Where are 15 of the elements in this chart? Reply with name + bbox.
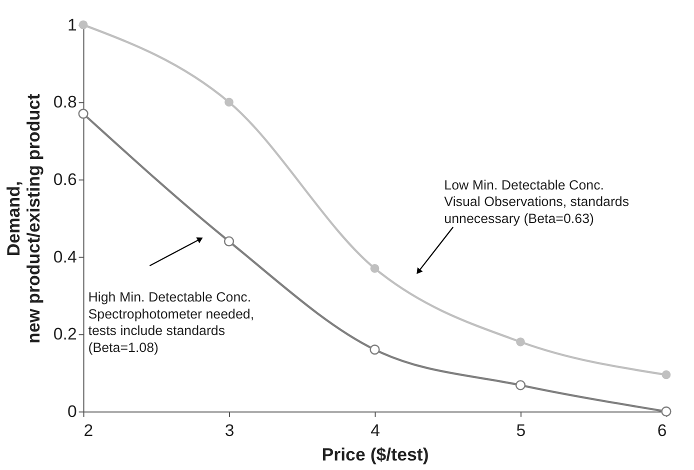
- x-tick-label: 3: [224, 420, 234, 440]
- x-tick-label: 2: [84, 420, 94, 440]
- y-tick-label: 0.4: [53, 247, 77, 266]
- annotation: High Min. Detectable Conc. Spectrophotometer needed, tests include standards (Beta=1.08): [88, 289, 254, 355]
- y-tick-label: 0.6: [53, 170, 77, 189]
- y-axis-title: Demand, new product/existing product: [4, 94, 44, 344]
- x-tick-label: 6: [657, 420, 667, 440]
- x-axis-title: Price ($/test): [322, 444, 429, 465]
- y-tick-label: 1: [67, 15, 77, 34]
- y-tick-label: 0.2: [53, 324, 77, 344]
- x-tick-label: 4: [370, 420, 380, 440]
- y-tick-label: 0: [67, 402, 77, 421]
- annotation: Low Min. Detectable Conc. Visual Observations, standards unnecessary (Beta=0.63): [444, 177, 630, 226]
- x-tick-label: 5: [516, 420, 526, 440]
- y-tick-label: 0.8: [53, 92, 77, 112]
